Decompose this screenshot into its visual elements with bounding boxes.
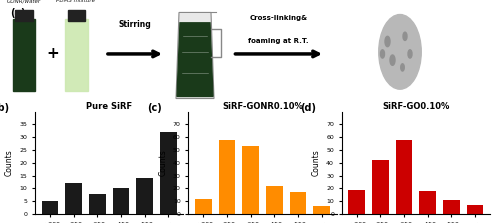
Bar xyxy=(242,146,259,214)
Bar xyxy=(65,19,88,91)
Bar xyxy=(314,206,330,214)
Ellipse shape xyxy=(379,14,421,89)
Circle shape xyxy=(401,64,404,71)
Text: GONR/water: GONR/water xyxy=(6,0,40,3)
Circle shape xyxy=(403,32,407,40)
Bar xyxy=(372,160,388,214)
Bar xyxy=(136,178,153,214)
Bar xyxy=(195,199,212,214)
Bar xyxy=(66,183,82,214)
Text: PDMS mixture: PDMS mixture xyxy=(56,0,96,3)
Bar xyxy=(160,132,176,214)
Text: (a): (a) xyxy=(10,8,26,18)
Text: +: + xyxy=(46,46,59,61)
Text: (c): (c) xyxy=(147,103,162,113)
Y-axis label: Counts: Counts xyxy=(158,149,168,176)
Bar xyxy=(89,194,106,214)
Bar xyxy=(348,190,365,214)
Bar xyxy=(290,192,306,214)
Circle shape xyxy=(380,50,384,58)
Bar xyxy=(466,205,483,214)
Y-axis label: Counts: Counts xyxy=(312,149,320,176)
Bar xyxy=(420,191,436,214)
Bar xyxy=(68,10,85,21)
Bar xyxy=(266,186,282,214)
Circle shape xyxy=(385,36,390,47)
Bar xyxy=(12,19,35,91)
Bar xyxy=(112,188,130,214)
Text: (d): (d) xyxy=(300,103,316,113)
Y-axis label: Counts: Counts xyxy=(5,149,14,176)
Title: Pure SiRF: Pure SiRF xyxy=(86,102,132,111)
Text: Stirring: Stirring xyxy=(118,20,152,29)
Title: SiRF-GO0.10%: SiRF-GO0.10% xyxy=(382,102,450,111)
Bar xyxy=(443,200,460,214)
Circle shape xyxy=(408,50,412,58)
Text: (b): (b) xyxy=(0,103,10,113)
Polygon shape xyxy=(177,23,213,97)
Title: SiRF-GONR0.10%: SiRF-GONR0.10% xyxy=(222,102,303,111)
Bar xyxy=(218,140,236,214)
Circle shape xyxy=(390,55,395,65)
Text: Cross-linking&: Cross-linking& xyxy=(250,15,308,21)
Bar xyxy=(396,140,412,214)
Text: foaming at R.T.: foaming at R.T. xyxy=(248,37,309,43)
Bar xyxy=(15,10,32,21)
Bar xyxy=(42,201,58,214)
Polygon shape xyxy=(176,12,214,99)
